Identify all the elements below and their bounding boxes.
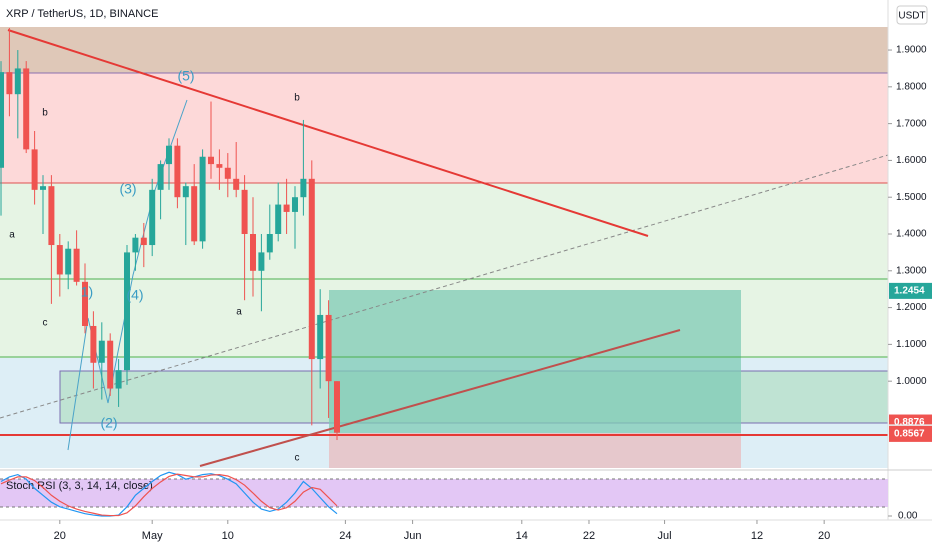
candle-body — [216, 164, 223, 168]
trend-line — [7, 29, 649, 237]
candle-body — [107, 340, 114, 389]
x-tick-label: 20 — [818, 530, 830, 542]
candle-body — [132, 237, 139, 253]
y-tick-label: 1.7000 — [896, 118, 927, 129]
candle-body — [258, 252, 265, 271]
candle-body — [90, 325, 97, 363]
y-tick-label: 1.1000 — [896, 339, 927, 350]
y-tick-label: 1.6000 — [896, 155, 927, 166]
currency: USDT — [898, 11, 925, 22]
candle-body — [6, 72, 13, 95]
y-tick-label: 1.3000 — [896, 265, 927, 276]
annotation: (4) — [126, 287, 143, 303]
annotation: a — [236, 307, 242, 318]
x-tick-label: 22 — [583, 530, 595, 542]
price-label-box — [889, 282, 932, 299]
candle-body — [82, 281, 89, 326]
x-tick-label: May — [142, 530, 163, 542]
annotation: (2) — [100, 415, 117, 431]
candle-body — [249, 234, 256, 271]
candle-body — [308, 178, 315, 360]
y-tick-label: 1.8000 — [896, 81, 927, 92]
annotation: (5) — [177, 68, 194, 84]
currency-box — [896, 5, 928, 25]
price-axis — [888, 0, 932, 520]
chart-title: XRP / TetherUS, 1D, BINANCE — [6, 8, 158, 20]
y-tick-label: 1.9000 — [896, 45, 927, 56]
y-tick-label: 0.00 — [898, 511, 918, 522]
candle-body — [149, 189, 156, 246]
candle-body — [165, 145, 172, 165]
candle-body — [31, 149, 38, 190]
y-tick-label: 1.2000 — [896, 302, 927, 313]
candle-body — [266, 234, 273, 253]
candle-body — [140, 237, 147, 246]
indicator-title: Stoch RSI (3, 3, 14, 14, close) — [6, 480, 153, 492]
x-tick-label: 10 — [222, 530, 234, 542]
candle-body — [157, 164, 164, 190]
candle-body — [333, 381, 340, 433]
x-tick-label: Jun — [404, 530, 422, 542]
x-tick-label: 20 — [54, 530, 66, 542]
zone — [0, 73, 888, 183]
price-label: 0.8876 — [894, 417, 925, 428]
annotation: a — [9, 230, 15, 241]
candle-body — [233, 178, 240, 190]
trend-line — [0, 154, 889, 419]
indicator-line — [0, 471, 338, 517]
price-label: 1.2454 — [894, 286, 925, 297]
candle-body — [0, 72, 5, 168]
annotation: b — [42, 108, 48, 119]
zone — [0, 27, 888, 73]
candle-body — [317, 314, 324, 360]
candle-body — [191, 186, 198, 242]
annotation: c — [295, 453, 300, 464]
candle-body — [98, 340, 105, 363]
candle-body — [73, 248, 80, 282]
annotation: 1) — [81, 284, 93, 300]
candle-body — [241, 189, 248, 234]
y-tick-label: 1.5000 — [896, 192, 927, 203]
candle-body — [65, 248, 72, 275]
x-tick-label: Jul — [658, 530, 672, 542]
price-label: 0.8567 — [894, 429, 925, 440]
candle-body — [23, 68, 30, 150]
candle-body — [199, 156, 206, 242]
candle-body — [40, 186, 47, 190]
x-tick-label: 24 — [339, 530, 351, 542]
candle-body — [14, 68, 21, 95]
candle-body — [275, 204, 282, 234]
y-tick-label: 1.4000 — [896, 229, 927, 240]
candle-body — [182, 186, 189, 198]
candle-body — [115, 370, 122, 389]
candle-body — [207, 156, 214, 165]
candle-body — [291, 197, 298, 212]
trend-line — [199, 329, 681, 467]
candle-body — [48, 186, 55, 246]
annotation: c — [43, 318, 48, 329]
price-label-box — [889, 425, 932, 442]
stop-zone — [329, 433, 741, 468]
candle-body — [325, 314, 332, 382]
indicator-line — [0, 473, 338, 517]
x-tick-label: 12 — [751, 530, 763, 542]
candle-body — [283, 204, 290, 212]
candle-body — [224, 167, 231, 179]
x-tick-label: 14 — [516, 530, 528, 542]
y-tick-label: 1.0000 — [896, 376, 927, 387]
candle-body — [300, 178, 307, 198]
annotation: b — [294, 93, 300, 104]
annotation: (3) — [119, 181, 136, 197]
candle-body — [56, 245, 63, 275]
candle-body — [124, 252, 131, 371]
candle-body — [174, 145, 181, 198]
